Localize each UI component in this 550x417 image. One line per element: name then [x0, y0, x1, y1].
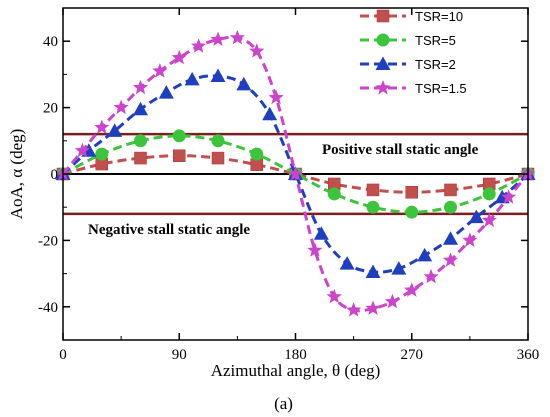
data-point-tsr-2 — [107, 123, 123, 137]
data-point-tsr-2 — [365, 264, 381, 278]
x-tick-label: 0 — [59, 347, 67, 363]
positive-stall-label: Positive stall static angle — [322, 142, 479, 158]
axes: 0 90 180 270 360 -40 -20 0 20 40 Azimuthal angle, … — [7, 7, 540, 413]
data-point-tsr-5 — [327, 187, 341, 201]
x-tick-label: 360 — [517, 347, 540, 363]
data-point-tsr-5 — [134, 134, 147, 148]
y-tick-label: 40 — [43, 34, 58, 50]
legend: TSR=10 TSR=5 TSR=2 TSR=1.5 — [360, 9, 467, 96]
data-point-tsr-2 — [133, 101, 148, 116]
legend-label-tsr-10: TSR=10 — [415, 9, 463, 24]
y-axis-label: AoA, α (deg) — [7, 129, 26, 220]
data-point-tsr-10 — [444, 183, 457, 197]
data-point-tsr-5 — [172, 129, 186, 143]
data-point-tsr-1-5 — [268, 89, 284, 105]
legend-marker-tsr-2 — [375, 56, 391, 70]
legend-item-tsr-1-5: TSR=1.5 — [360, 80, 467, 96]
data-point-tsr-5 — [444, 200, 457, 214]
x-tick-label: 180 — [284, 347, 307, 363]
legend-label-tsr-5: TSR=5 — [415, 33, 456, 48]
data-point-tsr-1-5 — [287, 166, 304, 181]
data-point-tsr-1-5 — [94, 119, 110, 134]
data-point-tsr-1-5 — [152, 63, 168, 78]
data-point-tsr-1-5 — [249, 43, 265, 58]
x-tick-label: 90 — [172, 347, 187, 363]
data-point-tsr-1-5 — [171, 49, 187, 65]
legend-label-tsr-1-5: TSR=1.5 — [415, 81, 467, 96]
data-point-tsr-2 — [313, 226, 329, 240]
x-tick-label: 270 — [401, 347, 424, 363]
y-tick-label: -20 — [38, 233, 58, 249]
data-point-tsr-2 — [417, 247, 433, 262]
data-point-tsr-2 — [443, 231, 458, 245]
data-point-tsr-2 — [468, 209, 484, 224]
data-point-tsr-5 — [95, 147, 109, 161]
data-point-tsr-1-5 — [365, 300, 381, 315]
figure-caption: (a) — [274, 394, 293, 413]
data-point-tsr-2 — [339, 256, 355, 270]
data-point-tsr-1-5 — [481, 212, 497, 227]
data-point-tsr-1-5 — [191, 38, 207, 53]
data-point-tsr-1-5 — [326, 288, 342, 304]
data-point-tsr-10 — [366, 183, 380, 197]
legend-label-tsr-2: TSR=2 — [415, 57, 456, 72]
legend-item-tsr-2: TSR=2 — [360, 56, 456, 72]
y-tick-label: -40 — [38, 300, 58, 316]
data-point-tsr-2 — [184, 71, 200, 86]
data-point-tsr-10 — [405, 186, 418, 199]
x-axis-label: Azimuthal angle, θ (deg) — [211, 361, 381, 380]
data-point-tsr-1-5 — [462, 232, 478, 247]
data-point-tsr-1-5 — [113, 99, 129, 115]
data-point-tsr-1-5 — [307, 242, 323, 257]
data-point-tsr-2 — [391, 261, 407, 275]
data-point-tsr-1-5 — [210, 31, 226, 46]
data-point-tsr-1-5 — [442, 252, 459, 267]
data-point-tsr-1-5 — [132, 79, 149, 95]
data-point-tsr-10 — [134, 151, 147, 165]
legend-item-tsr-10: TSR=10 — [360, 9, 463, 24]
data-point-tsr-2 — [236, 76, 252, 91]
data-point-tsr-5 — [405, 205, 419, 219]
plot-area: Positive stall static angle Negative stal… — [55, 29, 536, 317]
data-point-tsr-1-5 — [229, 29, 245, 45]
data-point-tsr-1-5 — [501, 189, 517, 204]
data-point-tsr-5 — [211, 134, 225, 148]
data-point-tsr-1-5 — [346, 302, 362, 317]
y-tick-label: 20 — [43, 101, 58, 117]
legend-marker-tsr-10 — [376, 9, 390, 23]
data-point-tsr-10 — [173, 149, 186, 162]
data-point-tsr-5 — [250, 147, 264, 161]
y-tick-label: 0 — [51, 167, 59, 183]
data-point-tsr-5 — [482, 187, 496, 201]
data-point-tsr-1-5 — [74, 142, 90, 158]
data-point-tsr-1-5 — [423, 268, 439, 284]
data-point-tsr-2 — [158, 85, 174, 99]
data-point-tsr-5 — [366, 200, 380, 214]
data-point-tsr-1-5 — [384, 293, 400, 309]
legend-marker-tsr-1-5 — [375, 80, 391, 95]
data-point-tsr-10 — [211, 151, 225, 165]
negative-stall-label: Negative stall static angle — [88, 222, 250, 238]
legend-marker-tsr-5 — [376, 33, 390, 47]
data-point-tsr-1-5 — [404, 282, 420, 297]
data-point-tsr-2 — [210, 68, 226, 83]
legend-item-tsr-5: TSR=5 — [360, 33, 456, 48]
data-point-tsr-2 — [262, 106, 278, 121]
